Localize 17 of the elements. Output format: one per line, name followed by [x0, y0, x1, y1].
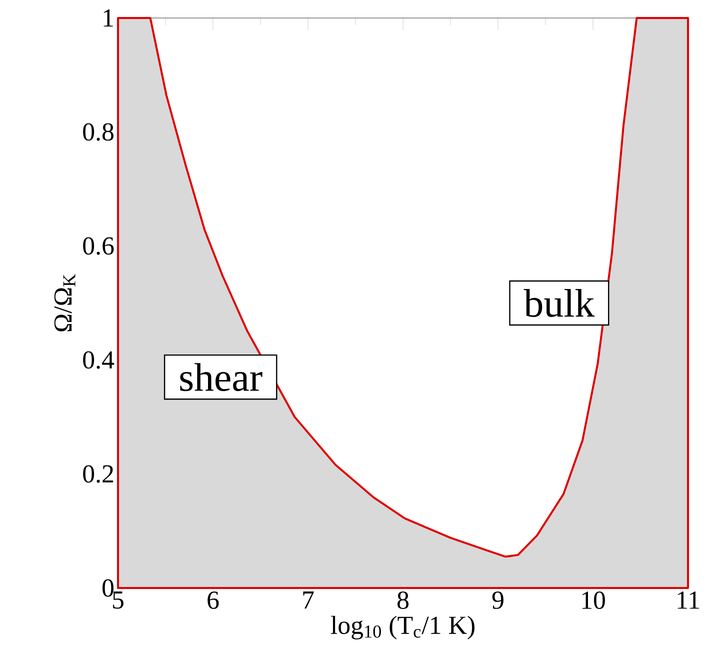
x-tick-label: 10 [582, 592, 605, 609]
x-tick-label: 9 [492, 592, 504, 609]
x-tick-label: 5 [113, 592, 124, 609]
y-tick-label: 0.6 [83, 237, 114, 255]
x-axis-title: log$_{10}$ (T$_{c}$/1 K) [330, 616, 474, 640]
x-tick-label: 8 [398, 592, 408, 609]
annotation: shear [180, 363, 262, 392]
x-tick-label: 7 [303, 592, 314, 608]
y-tick-label: 0.2 [83, 465, 114, 483]
y-tick-label: 0 [102, 579, 114, 597]
x-tick-label: 11 [678, 592, 699, 609]
y-tick-label: 0.8 [83, 123, 114, 141]
y-tick-label: 0.4 [83, 351, 114, 369]
annotation: bulk [524, 288, 595, 318]
y-axis-title: Ω/Ω$_{K}$ [54, 274, 76, 332]
x-tick-label: 6 [208, 592, 219, 609]
y-tick-label: 1 [104, 9, 113, 27]
